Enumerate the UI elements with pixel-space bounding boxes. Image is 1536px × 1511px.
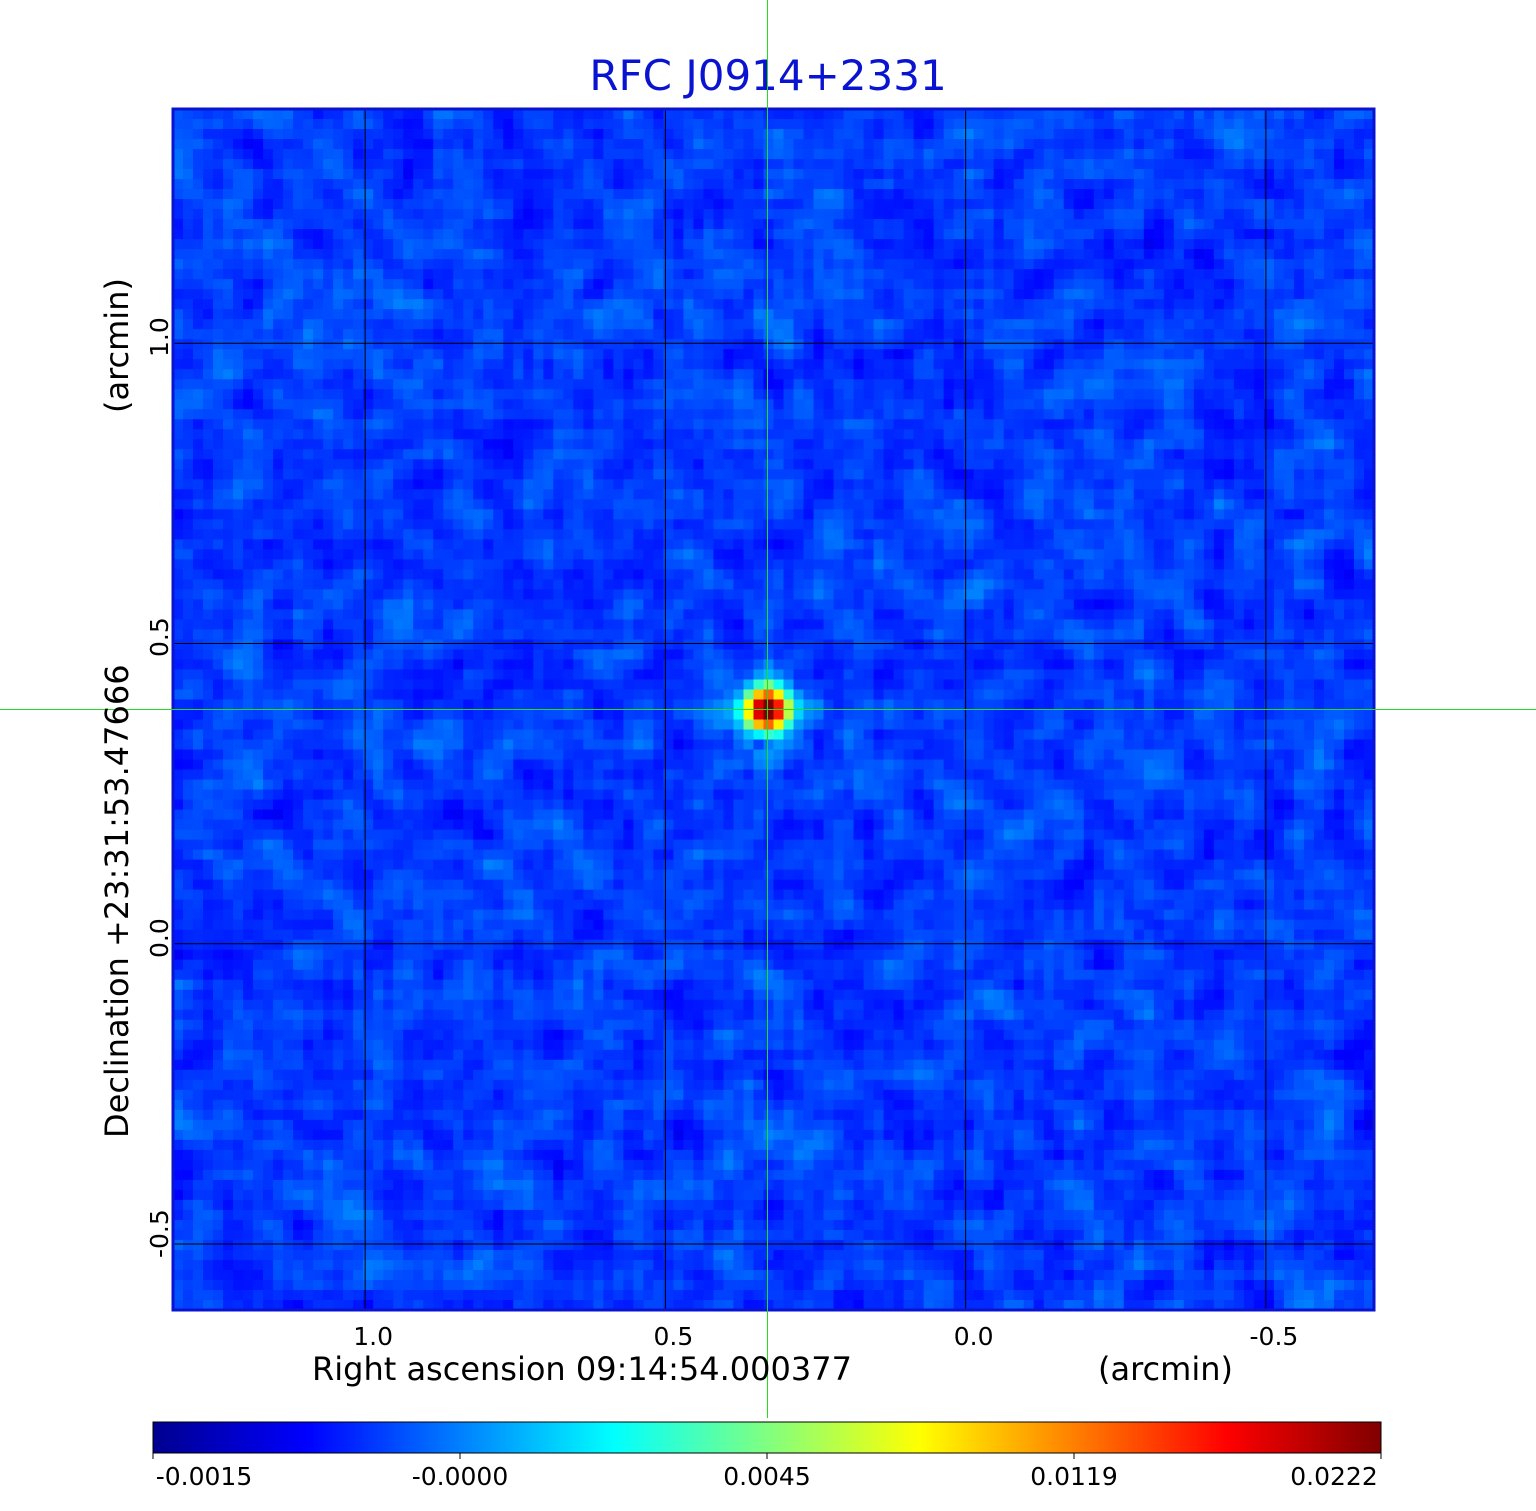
colorbar-tick-label: -0.0000	[411, 1462, 509, 1491]
x-tick-label: -0.5	[1249, 1322, 1299, 1351]
colorbar	[152, 1421, 1382, 1454]
y-tick-label: 0.5	[145, 617, 174, 658]
y-tick-label: -0.5	[145, 1209, 174, 1258]
crosshair	[0, 0, 1536, 1418]
colorbar-tick-label: 0.0222	[1290, 1462, 1378, 1491]
y-tick-label: 1.0	[145, 317, 174, 358]
colorbar-tick-label: -0.0015	[155, 1462, 253, 1491]
y-axis-label: Declination +23:31:53.47666	[98, 664, 136, 1138]
x-axis-label: Right ascension 09:14:54.000377	[312, 1350, 852, 1388]
x-axis-unit: (arcmin)	[1098, 1350, 1233, 1388]
x-tick-label: 0.5	[653, 1322, 694, 1351]
intensity-map	[173, 109, 1375, 1311]
colorbar-tick-label: 0.0119	[1030, 1462, 1118, 1491]
y-tick-label: 0.0	[145, 917, 174, 958]
colorbar-ticks	[152, 1453, 1382, 1459]
x-tick-label: 1.0	[353, 1322, 394, 1351]
colorbar-tick-label: 0.0045	[723, 1462, 811, 1491]
chart-title: RFC J0914+2331	[589, 51, 947, 100]
y-axis-unit: (arcmin)	[98, 278, 136, 413]
x-tick-label: 0.0	[953, 1322, 994, 1351]
